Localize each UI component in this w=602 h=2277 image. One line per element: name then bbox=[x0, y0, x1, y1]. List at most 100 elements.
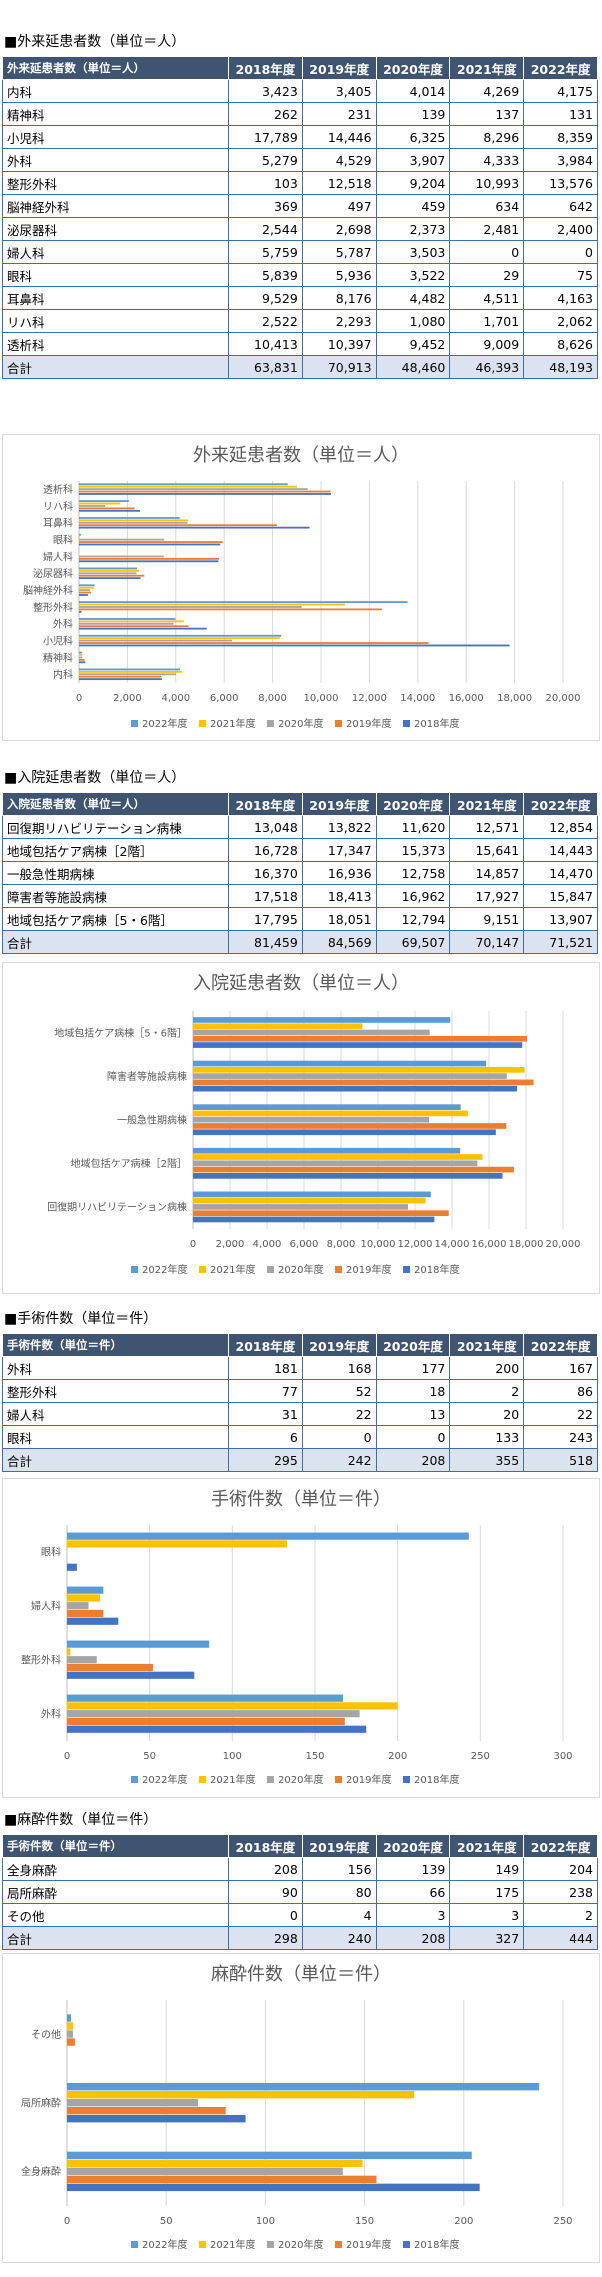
x-tick-label: 300 bbox=[553, 1751, 572, 1762]
bar bbox=[67, 2151, 472, 2160]
table-cell: 80 bbox=[301, 1880, 377, 1904]
table-cell: 8,626 bbox=[523, 332, 598, 356]
bar bbox=[67, 1602, 89, 1610]
legend-swatch bbox=[131, 720, 138, 727]
table-cell: 16,370 bbox=[228, 861, 303, 885]
bar bbox=[193, 1023, 363, 1030]
table-cell: 31 bbox=[228, 1402, 303, 1426]
x-tick-label: 2,000 bbox=[216, 1239, 245, 1250]
category-label: 外科 bbox=[53, 618, 73, 631]
legend-label: 2018年度 bbox=[414, 2238, 459, 2251]
bar bbox=[193, 1147, 461, 1154]
table-cell: 2,373 bbox=[375, 217, 451, 241]
table-cell: 2 bbox=[449, 1379, 525, 1403]
table-cell: 139 bbox=[375, 102, 451, 126]
bar bbox=[79, 584, 95, 587]
bar bbox=[67, 2091, 415, 2099]
table-cell: 0 bbox=[523, 240, 598, 264]
x-tick-label: 12,000 bbox=[398, 1239, 433, 1250]
bar bbox=[79, 569, 140, 572]
table-cell: 4,014 bbox=[375, 79, 451, 103]
table-cell: 156 bbox=[301, 1857, 377, 1881]
legend-label: 2020年度 bbox=[278, 1263, 323, 1276]
table-row: 外科 5,279 4,529 3,907 4,333 3,984 bbox=[2, 148, 598, 172]
table-header-label: 手術件数（単位＝件） bbox=[2, 1333, 229, 1357]
bar bbox=[79, 591, 92, 594]
table-cell: 6 bbox=[228, 1425, 303, 1449]
anesthesia-table: 手術件数（単位＝件） 2018年度 2019年度 2020年度 2021年度 2… bbox=[2, 1834, 598, 1950]
table-cell: 4,529 bbox=[301, 148, 377, 172]
table-cell: 1,701 bbox=[449, 309, 525, 333]
year-header: 2019年度 bbox=[301, 56, 377, 80]
bar bbox=[79, 675, 162, 678]
legend-swatch bbox=[403, 2241, 410, 2248]
table-cell: 14,470 bbox=[523, 861, 598, 885]
row-label: 外科 bbox=[2, 1356, 229, 1380]
legend-swatch bbox=[335, 720, 342, 727]
x-tick-label: 20,000 bbox=[546, 1239, 581, 1250]
bar bbox=[79, 567, 138, 570]
bar bbox=[193, 1029, 430, 1036]
year-header: 2018年度 bbox=[228, 792, 303, 816]
x-tick-label: 2,000 bbox=[113, 693, 142, 704]
legend-swatch bbox=[267, 720, 274, 727]
table-row: 内科 3,423 3,405 4,014 4,269 4,175 bbox=[2, 79, 598, 103]
table-row: 局所麻酔 90 80 66 175 238 bbox=[2, 1880, 598, 1904]
table-cell: 167 bbox=[523, 1356, 598, 1380]
bar bbox=[193, 1017, 451, 1023]
category-label: 脳神経外科 bbox=[23, 584, 73, 597]
year-header: 2021年度 bbox=[449, 1333, 525, 1357]
table-cell: 5,787 bbox=[301, 240, 377, 264]
bar bbox=[79, 651, 83, 654]
year-header: 2022年度 bbox=[523, 792, 598, 816]
row-label: 地域包括ケア病棟［5・6階］ bbox=[2, 907, 229, 931]
year-header: 2020年度 bbox=[375, 1333, 451, 1357]
outpatient-chart: 外来延患者数（単位＝人） 0 2,000 4,000 6,000 8,000 10,000 1… bbox=[2, 434, 600, 741]
x-tick-label: 250 bbox=[471, 1751, 490, 1762]
row-label: 婦人科 bbox=[2, 240, 229, 264]
bar bbox=[67, 2099, 198, 2107]
row-label: 局所麻酔 bbox=[2, 1880, 229, 1904]
bar bbox=[193, 1079, 534, 1086]
row-label: 地域包括ケア病棟［2階］ bbox=[2, 838, 229, 862]
bar bbox=[79, 654, 83, 656]
year-header: 2018年度 bbox=[228, 1333, 303, 1357]
table-cell: 642 bbox=[523, 194, 598, 218]
surgery-chart: 手術件数（単位＝件） 0 50 100 150 200 250 300 外科 整形外科 婦人科 眼科 2… bbox=[2, 1478, 600, 1798]
row-label: 眼科 bbox=[2, 1425, 229, 1449]
category-label: 小児科 bbox=[43, 634, 73, 647]
bar bbox=[79, 555, 164, 558]
table-cell: 208 bbox=[228, 1857, 303, 1881]
x-tick-label: 200 bbox=[454, 2216, 473, 2227]
bar bbox=[79, 493, 331, 495]
table-cell: 4,482 bbox=[375, 286, 451, 310]
x-tick-label: 0 bbox=[64, 1751, 70, 1762]
bar bbox=[193, 1116, 430, 1123]
table-cell: 5,936 bbox=[301, 263, 377, 287]
x-tick-label: 250 bbox=[553, 2216, 572, 2227]
table-header-label: 外来延患者数（単位＝人） bbox=[2, 56, 229, 80]
x-tick-label: 18,000 bbox=[497, 693, 532, 704]
bar bbox=[193, 1123, 507, 1129]
bar bbox=[79, 668, 181, 671]
year-header: 2019年度 bbox=[301, 1834, 377, 1858]
year-header: 2019年度 bbox=[301, 1333, 377, 1357]
category-label: 整形外科 bbox=[33, 601, 73, 614]
bar bbox=[79, 574, 145, 577]
legend-label: 2019年度 bbox=[346, 1263, 391, 1276]
row-label: 合計 bbox=[2, 1926, 229, 1950]
table-cell: 15,847 bbox=[523, 884, 598, 908]
table-cell: 518 bbox=[523, 1448, 598, 1472]
table-cell: 240 bbox=[301, 1926, 377, 1950]
bar bbox=[67, 2030, 73, 2038]
table-cell: 0 bbox=[301, 1425, 377, 1449]
table-header-row: 手術件数（単位＝件） 2018年度 2019年度 2020年度 2021年度 2… bbox=[2, 1333, 598, 1357]
table-row: 障害者等施設病棟 17,518 18,413 16,962 17,927 15,847 bbox=[2, 884, 598, 908]
table-cell: 262 bbox=[228, 102, 303, 126]
bar bbox=[67, 1640, 210, 1648]
table-cell: 14,443 bbox=[523, 838, 598, 862]
row-label: その他 bbox=[2, 1903, 229, 1927]
bar bbox=[67, 1586, 104, 1594]
row-label: 眼科 bbox=[2, 263, 229, 287]
table-cell: 2,522 bbox=[228, 309, 303, 333]
